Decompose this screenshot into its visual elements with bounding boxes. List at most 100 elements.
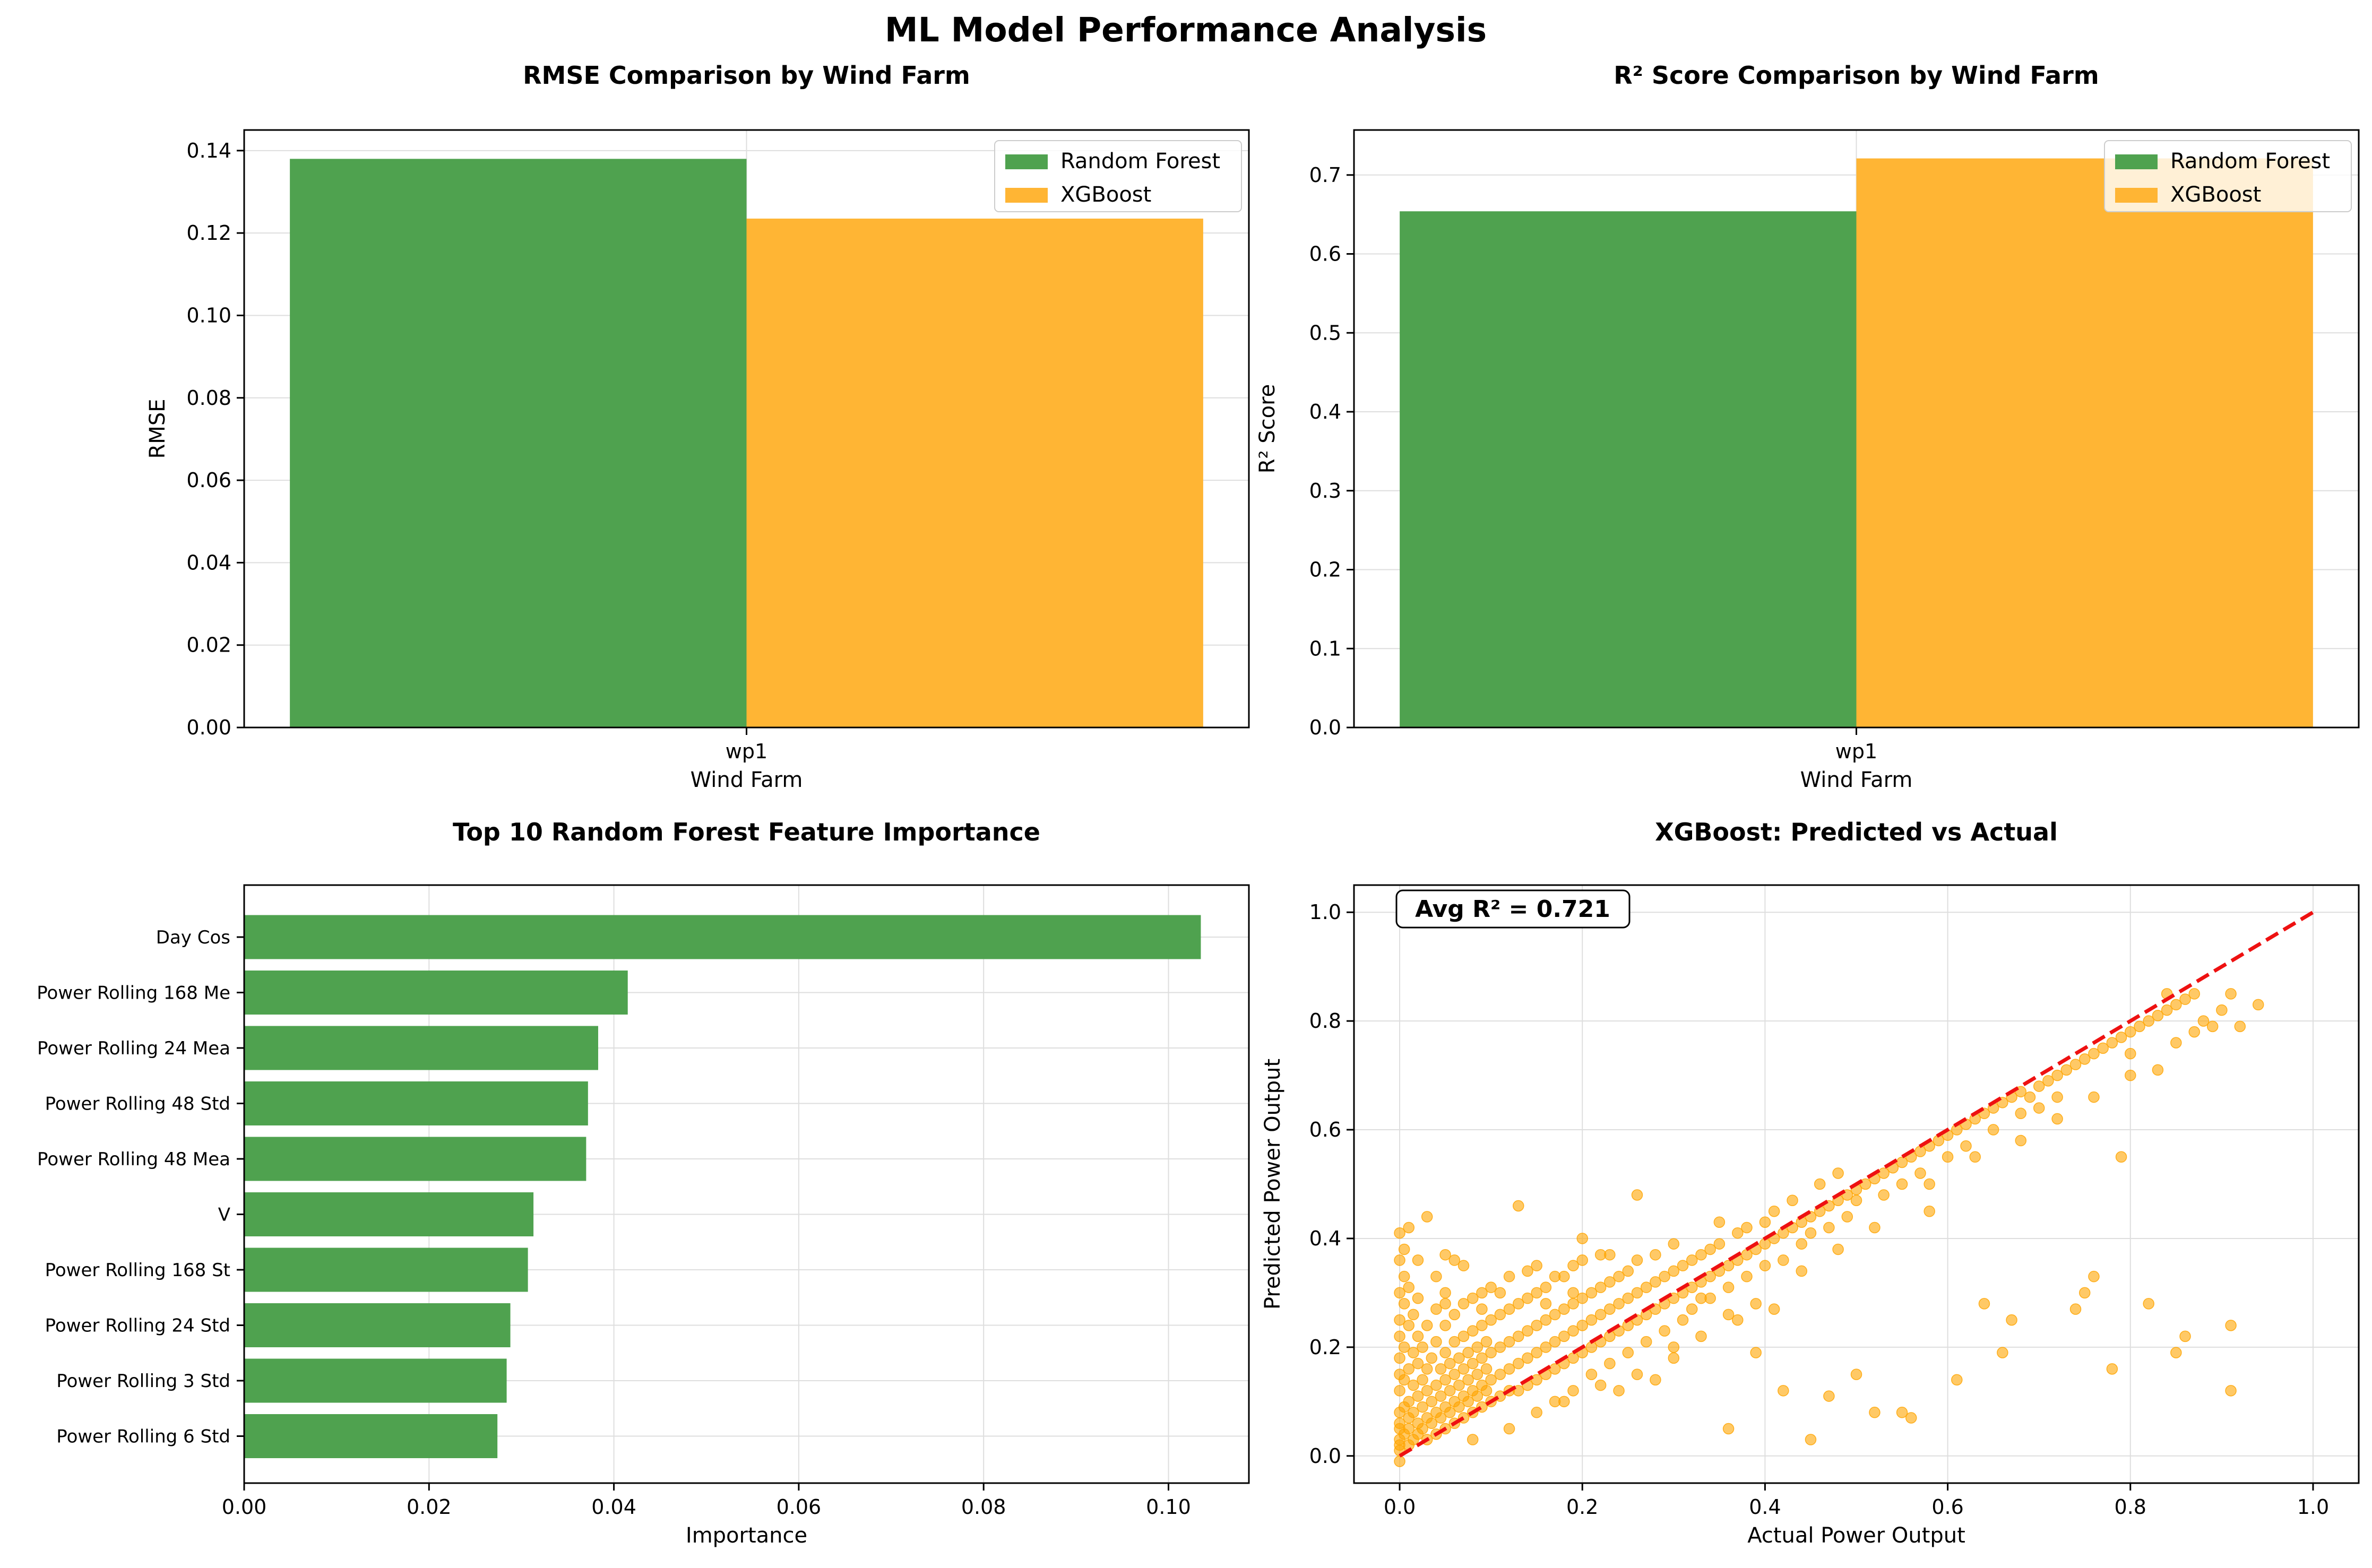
scatter-point [2161, 1004, 2173, 1016]
scatter-point [1750, 1298, 1762, 1310]
scatter-point [1960, 1140, 1972, 1152]
legend-swatch-random-forest [1005, 154, 1048, 169]
scatter-point [1531, 1347, 1542, 1358]
scatter-point [1631, 1287, 1643, 1299]
legend-box [2104, 140, 2352, 212]
importance-bar [244, 915, 1201, 959]
x-axis-label: Wind Farm [691, 768, 803, 792]
x-tick-label: wp1 [1835, 740, 1877, 763]
y-tick-label: 0.0 [1309, 1444, 1341, 1468]
scatter-point [1778, 1254, 1789, 1266]
figure-title: ML Model Performance Analysis [885, 11, 1487, 49]
scatter-point [1604, 1276, 1616, 1288]
legend: Random Forest XGBoost [994, 140, 1242, 212]
scatter-point [1576, 1292, 1588, 1304]
scatter-point [1480, 1336, 1493, 1348]
scatter-point [1640, 1281, 1652, 1293]
importance-bar [244, 1414, 498, 1458]
scatter-point [1978, 1298, 1990, 1310]
scatter-point [1480, 1385, 1493, 1397]
x-tick-label: 1.0 [2297, 1495, 2329, 1519]
scatter-point [2225, 1385, 2237, 1397]
chart-title: RMSE Comparison by Wind Farm [523, 61, 970, 90]
rmse-chart: 0.00 0.02 0.04 0.06 0.08 0.10 0.12 0.14 wp1 Wind … [145, 61, 1250, 792]
scatter-point [1924, 1178, 1935, 1190]
scatter-point [1549, 1309, 1561, 1321]
scatter-point [1435, 1363, 1447, 1375]
scatter-point [1823, 1222, 1835, 1234]
scatter-point [1869, 1407, 1881, 1418]
scatter-point [2225, 988, 2237, 1000]
scatter-point [1677, 1314, 1689, 1326]
scatter-point [1558, 1303, 1570, 1315]
scatter-point [1594, 1281, 1607, 1293]
y-tick-label: 0.00 [186, 716, 231, 739]
scatter-point [2188, 988, 2200, 1000]
scatter-point [1439, 1320, 1451, 1331]
scatter-point [1768, 1303, 1780, 1315]
scatter-point [1622, 1292, 1634, 1304]
feature-label: Power Rolling 24 Mea [37, 1038, 230, 1059]
y-tick-label: 0.12 [186, 221, 231, 245]
y-tick-label: 0.0 [1309, 716, 1341, 739]
scatter-point [1613, 1385, 1625, 1397]
scatter-point [1522, 1292, 1533, 1304]
bar-xgboost [746, 218, 1203, 727]
scatter-point [1494, 1309, 1506, 1321]
scatter-point [1503, 1336, 1515, 1348]
scatter-point [1613, 1298, 1625, 1310]
scatter-point [2033, 1080, 2045, 1092]
scatter-point [1421, 1320, 1433, 1331]
scatter-point [1567, 1260, 1579, 1271]
scatter-point [1567, 1325, 1579, 1337]
scatter-point [1558, 1396, 1570, 1408]
scatter-point [1567, 1385, 1579, 1397]
y-tick-label: 0.6 [1309, 1118, 1341, 1141]
scatter-point [1403, 1281, 1415, 1293]
scatter-point [1522, 1352, 1533, 1364]
scatter-point [1426, 1352, 1438, 1364]
scatter-point [2033, 1102, 2045, 1114]
legend-label: Random Forest [2170, 149, 2330, 174]
scatter-point [1969, 1151, 1981, 1163]
y-tick-label: 0.4 [1309, 400, 1341, 423]
bar-xgboost [1856, 158, 2313, 727]
predicted-vs-actual-chart: 0.0 0.2 0.4 0.6 0.8 1.0 0.0 0.2 0.4 0.6 0.8 1.0 Avg … [1261, 818, 2360, 1548]
scatter-point [1531, 1374, 1542, 1386]
scatter-point [2252, 999, 2264, 1011]
scatter-point [1398, 1374, 1410, 1386]
scatter-point [2170, 1347, 2182, 1358]
feature-label: Power Rolling 48 Std [45, 1094, 230, 1115]
legend: Random Forest XGBoost [2104, 140, 2352, 212]
feature-label: Day Cos [156, 927, 230, 948]
scatter-point [2088, 1091, 2100, 1103]
y-tick-label: 0.08 [186, 386, 231, 410]
x-axis-label: Wind Farm [1800, 768, 1913, 792]
scatter-point [2015, 1134, 2027, 1147]
scatter-point [1878, 1167, 1890, 1179]
scatter-point [1905, 1412, 1917, 1424]
scatter-point [1480, 1363, 1493, 1375]
scatter-point [1403, 1222, 1415, 1234]
scatter-point [1457, 1298, 1470, 1310]
scatter-point [1435, 1390, 1447, 1402]
scatter-point [1686, 1303, 1698, 1315]
importance-bar [244, 1081, 588, 1125]
scatter-point [2106, 1037, 2118, 1049]
scatter-point [1613, 1270, 1625, 1283]
scatter-point [1677, 1260, 1689, 1271]
scatter-point [1805, 1227, 1817, 1239]
scatter-point [1394, 1385, 1405, 1397]
scatter-point [1471, 1341, 1483, 1353]
feature-label: Power Rolling 168 St [45, 1260, 230, 1281]
scatter-point [2006, 1314, 2017, 1326]
scatter-point [1398, 1243, 1410, 1255]
scatter-point [2051, 1113, 2063, 1125]
scatter-point [1412, 1254, 1424, 1266]
scatter-point [1668, 1352, 1680, 1364]
scatter-point [1622, 1347, 1634, 1358]
scatter-point [1604, 1357, 1616, 1370]
scatter-point [1567, 1287, 1579, 1299]
importance-bar [244, 1137, 586, 1181]
scatter-point [1522, 1325, 1533, 1337]
